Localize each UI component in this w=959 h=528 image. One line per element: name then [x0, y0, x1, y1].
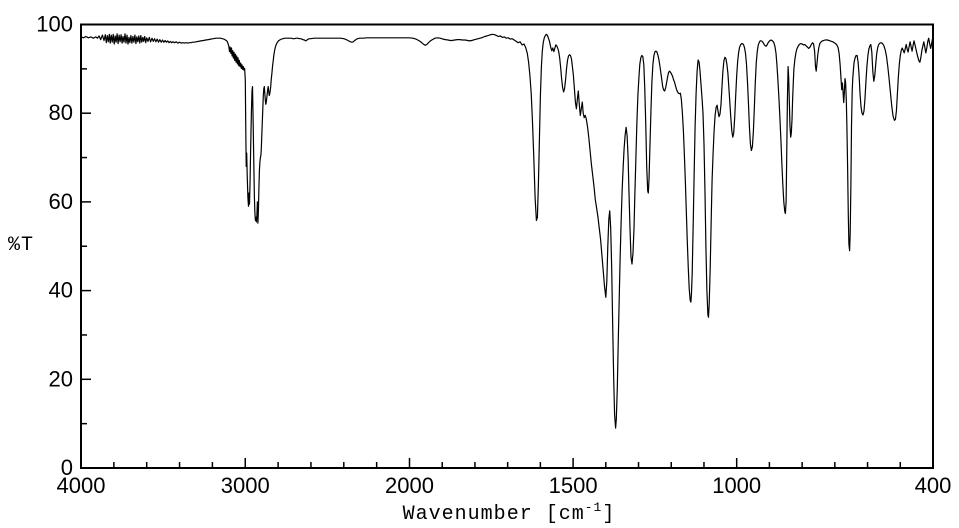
- x-tick-label: 3000: [221, 473, 270, 498]
- y-tick-label: 20: [49, 366, 73, 391]
- x-tick-label: 400: [915, 473, 952, 498]
- spectrum-trace: [80, 33, 934, 429]
- x-tick-label: 2000: [385, 473, 434, 498]
- y-tick-label: 0: [61, 455, 73, 480]
- x-axis-title-superscript: -1: [585, 500, 603, 515]
- y-tick-label: 40: [49, 278, 73, 303]
- x-tick-label: 1000: [712, 473, 761, 498]
- y-axis-title: %T: [8, 234, 34, 257]
- x-tick-label: 1500: [549, 473, 598, 498]
- x-axis-title: Wavenumber [cm-1]: [403, 500, 616, 526]
- y-tick-label: 100: [36, 12, 73, 37]
- y-tick-label: 60: [49, 189, 73, 214]
- x-tick-label: 4000: [57, 473, 106, 498]
- y-tick-label: 80: [49, 100, 73, 125]
- plot-frame: [80, 23, 934, 469]
- x-axis-title-text: Wavenumber [cm: [403, 503, 585, 526]
- x-axis-title-bracket: ]: [602, 503, 615, 526]
